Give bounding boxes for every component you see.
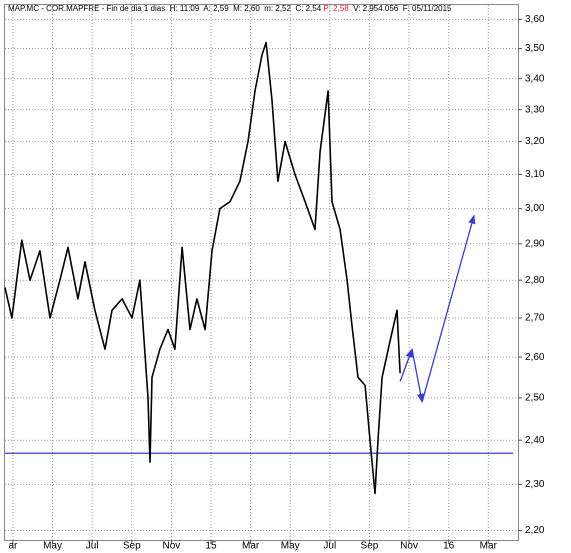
x-tick-label: Jul <box>323 541 336 552</box>
y-tick-label: 2,80 <box>525 275 545 286</box>
x-tick-label: Nov <box>400 541 418 552</box>
projection-arrow <box>399 348 413 382</box>
x-tick-label: May <box>43 541 62 552</box>
x-tick-label: Sep <box>361 541 379 552</box>
y-tick-label: 3,10 <box>525 169 545 180</box>
x-tick-label: 15 <box>205 541 217 552</box>
y-tick-label: 2,60 <box>525 352 545 363</box>
y-tick-label: 3,30 <box>525 104 545 115</box>
x-tick-label: Mar <box>480 541 498 552</box>
x-tick-label: Jul <box>86 541 99 552</box>
x-tick-label: ar <box>8 541 18 552</box>
projection-arrow <box>411 349 425 403</box>
price-line <box>4 41 401 495</box>
projection-arrow <box>421 214 476 403</box>
y-tick-label: 2,70 <box>525 313 545 324</box>
title-part: MAP.MC - COR.MAPFRE - Fin de dia 1 dias … <box>8 4 323 13</box>
x-tick-label: May <box>281 541 300 552</box>
y-tick-label: 3,20 <box>525 136 545 147</box>
x-tick-label: Sep <box>123 541 141 552</box>
y-tick-label: 2,30 <box>525 479 545 490</box>
chart-title: MAP.MC - COR.MAPFRE - Fin de dia 1 dias … <box>8 4 452 13</box>
y-tick-label: 2,20 <box>525 525 545 536</box>
title-part: P: 2,58 <box>323 4 349 13</box>
y-tick-label: 3,60 <box>525 14 545 25</box>
y-tick-label: 2,40 <box>525 435 545 446</box>
y-tick-label: 2,90 <box>525 238 545 249</box>
x-tick-label: Mar <box>242 541 260 552</box>
x-tick-label: Nov <box>162 541 180 552</box>
x-tick-label: 16 <box>443 541 455 552</box>
y-tick-label: 3,00 <box>525 203 545 214</box>
y-tick-label: 3,50 <box>525 43 545 54</box>
y-tick-label: 2,50 <box>525 392 545 403</box>
y-tick-label: 3,40 <box>525 73 545 84</box>
plot-frame <box>4 4 519 541</box>
title-part: V: 2.954.056 F: 05/11/2015 <box>349 4 452 13</box>
